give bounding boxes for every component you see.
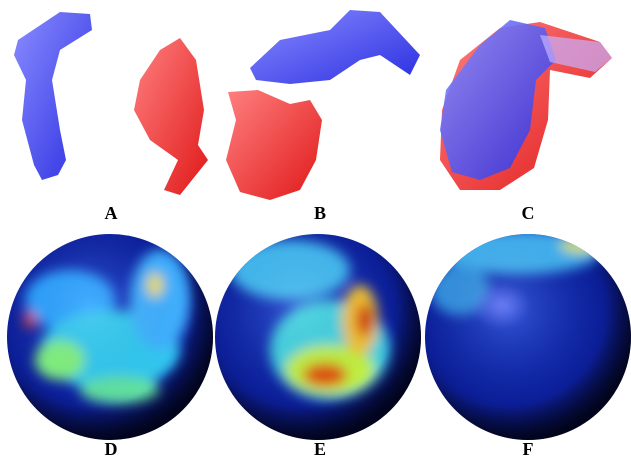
panel-c-render (440, 20, 612, 190)
panel-a-render (14, 12, 208, 195)
panel-b-render (226, 10, 420, 200)
panel-label: C (522, 203, 535, 223)
sphere-e (215, 234, 421, 440)
panel-label: F (523, 439, 534, 459)
panel-label: B (314, 203, 326, 223)
panel-label: D (105, 439, 118, 459)
sphere-f (425, 234, 631, 440)
panel-label: A (105, 203, 118, 223)
panel-label: E (314, 439, 326, 459)
sphere-d (7, 234, 213, 440)
